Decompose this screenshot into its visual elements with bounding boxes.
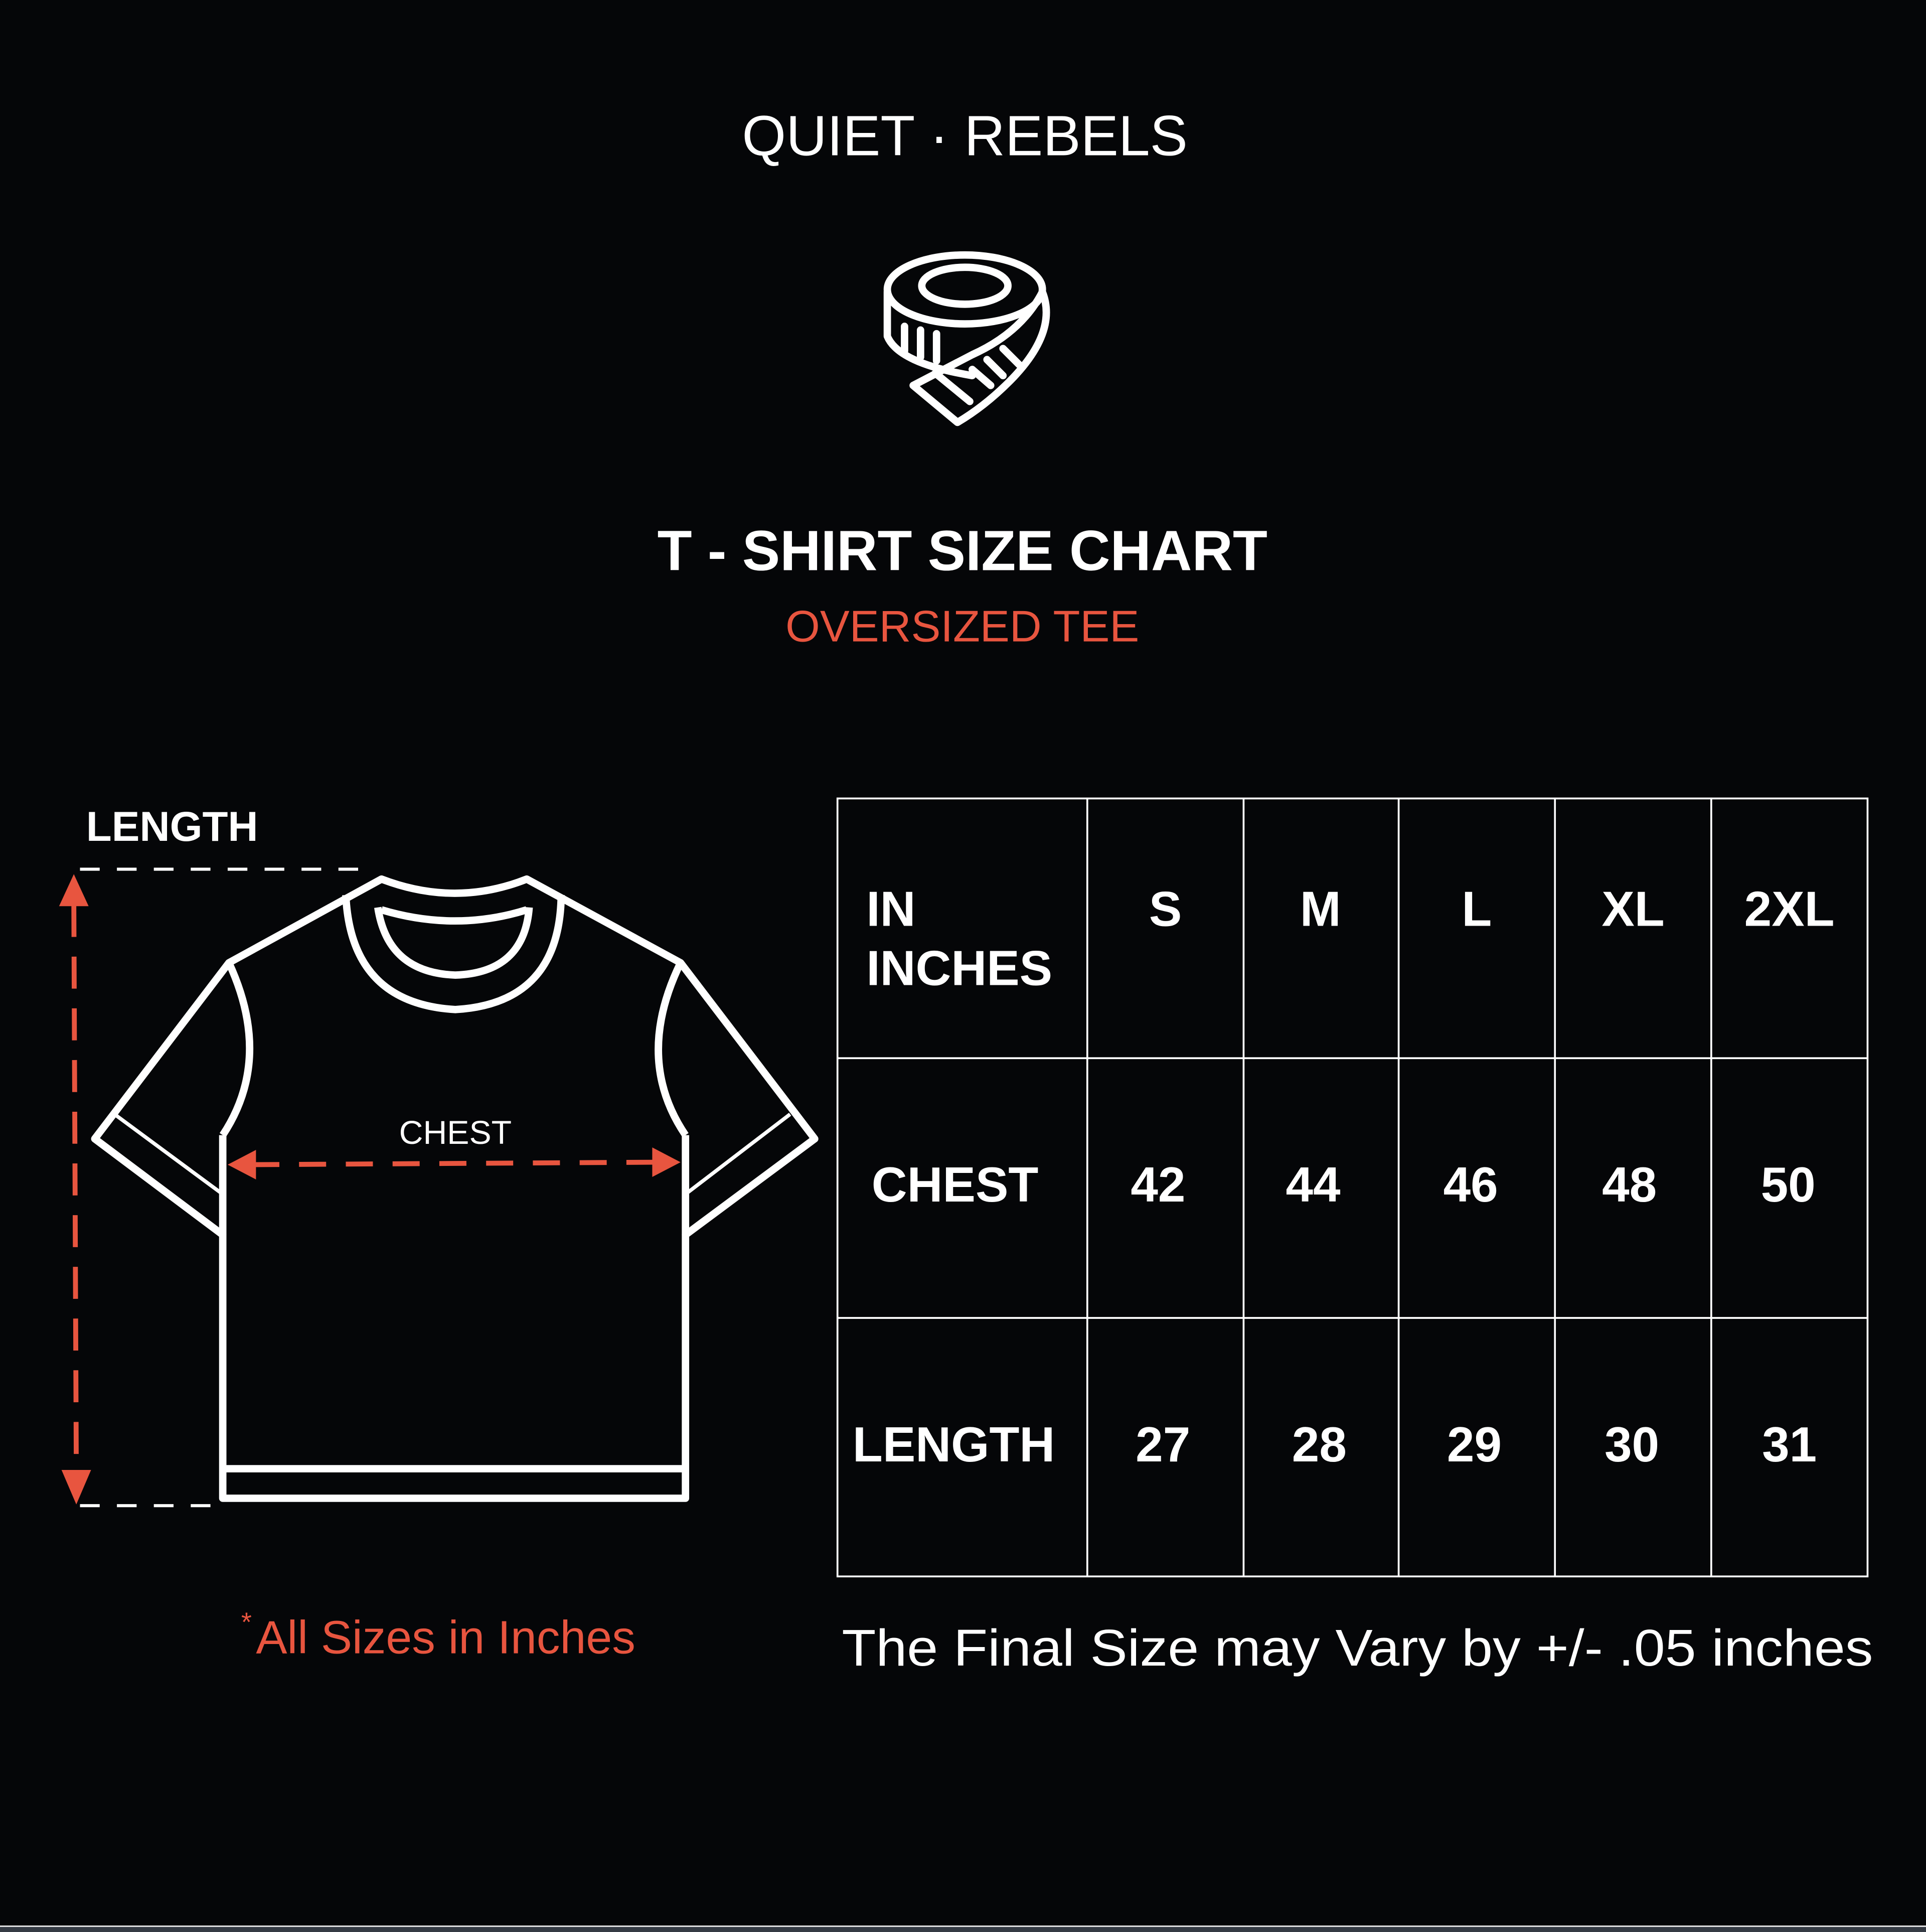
bottom-edge-bar (0, 1925, 1926, 1932)
page-subtitle: OVERSIZED TEE (785, 602, 1139, 651)
chest-value-m: 44 (1286, 1157, 1341, 1212)
page-title: T - SHIRT SIZE CHART (658, 519, 1267, 582)
table-header-unit-line1: IN (866, 881, 915, 936)
size-header-m: M (1300, 881, 1341, 936)
length-label: LENGTH (86, 803, 258, 850)
chest-arrow (227, 1147, 681, 1179)
length-value-2xl: 31 (1762, 1417, 1817, 1472)
sizes-note: All Sizes in Inches (256, 1611, 635, 1664)
chest-value-s: 42 (1131, 1157, 1185, 1212)
size-header-xl: XL (1601, 881, 1664, 936)
chest-value-2xl: 50 (1761, 1157, 1816, 1212)
row-label-length: LENGTH (853, 1417, 1055, 1472)
row-label-chest: CHEST (872, 1157, 1039, 1212)
tshirt-outline-icon (91, 875, 819, 1502)
chest-value-l: 46 (1443, 1157, 1498, 1212)
brand-name: QUIET · REBELS (742, 104, 1188, 167)
measuring-tape-icon (883, 251, 1050, 426)
size-header-2xl: 2XL (1744, 881, 1835, 936)
length-dashed-guides (80, 867, 376, 1508)
chest-label: CHEST (399, 1114, 512, 1151)
size-header-l: L (1462, 881, 1492, 936)
size-disclaimer: The Final Size may Vary by +/- .05 inche… (842, 1619, 1873, 1677)
size-header-s: S (1149, 881, 1182, 936)
size-table (836, 797, 1869, 1578)
length-arrow (59, 874, 91, 1505)
table-header-unit-line2: INCHES (866, 940, 1052, 995)
length-value-m: 28 (1292, 1417, 1347, 1472)
sizes-note-asterisk: * (241, 1607, 252, 1637)
length-value-xl: 30 (1604, 1417, 1659, 1472)
length-value-s: 27 (1136, 1417, 1190, 1472)
chest-value-xl: 48 (1602, 1157, 1657, 1212)
length-value-l: 29 (1447, 1417, 1502, 1472)
tshirt-sleeve-cuffs (113, 1112, 791, 1196)
